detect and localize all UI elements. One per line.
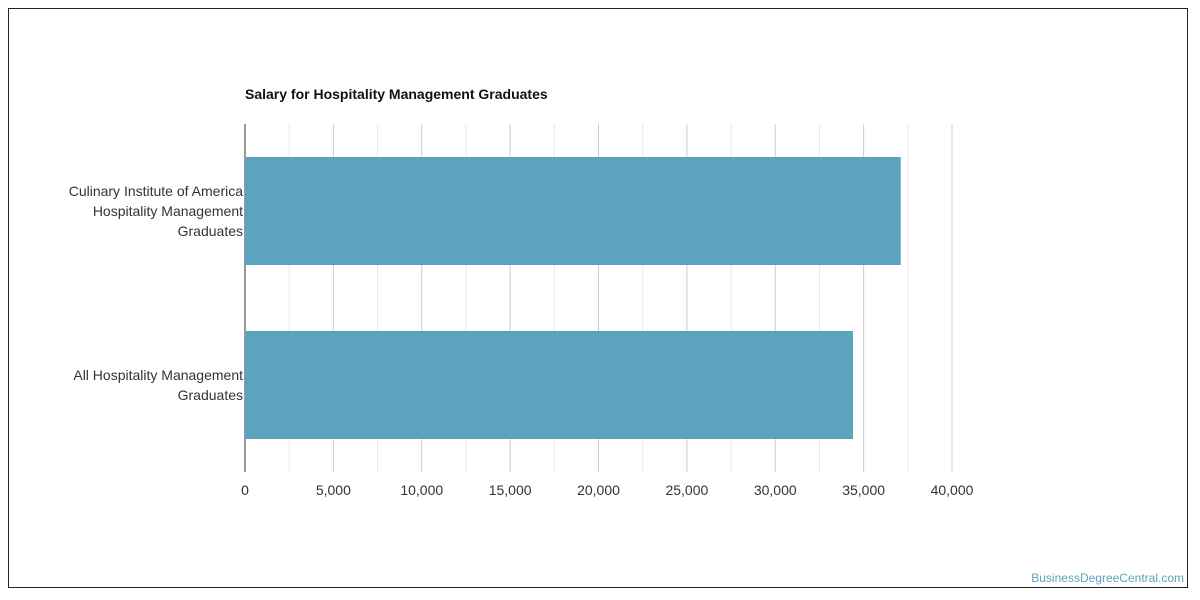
category-label-line: Hospitality Management <box>92 203 243 219</box>
category-label-line: Culinary Institute of America <box>68 183 243 199</box>
x-tick-label: 15,000 <box>489 482 532 498</box>
x-tick-label: 0 <box>241 482 249 498</box>
bar-1 <box>245 331 854 439</box>
category-label-line: All Hospitality Management <box>73 367 243 383</box>
bar-0 <box>245 157 901 265</box>
category-label: Culinary Institute of America Hospitality… <box>23 181 243 241</box>
x-tick-label: 25,000 <box>665 482 708 498</box>
chart-frame <box>8 8 1188 588</box>
x-tick-label: 35,000 <box>842 482 885 498</box>
x-tick-label: 40,000 <box>931 482 974 498</box>
watermark[interactable]: BusinessDegreeCentral.com <box>1031 571 1184 585</box>
category-label: All Hospitality Management Graduates <box>23 365 243 405</box>
x-tick-label: 20,000 <box>577 482 620 498</box>
category-label-line: Graduates <box>177 387 243 403</box>
x-tick-label: 30,000 <box>754 482 797 498</box>
chart-title: Salary for Hospitality Management Gradua… <box>245 86 548 102</box>
x-tick-label: 10,000 <box>400 482 443 498</box>
x-tick-label: 5,000 <box>316 482 351 498</box>
category-label-line: Graduates <box>177 223 243 239</box>
